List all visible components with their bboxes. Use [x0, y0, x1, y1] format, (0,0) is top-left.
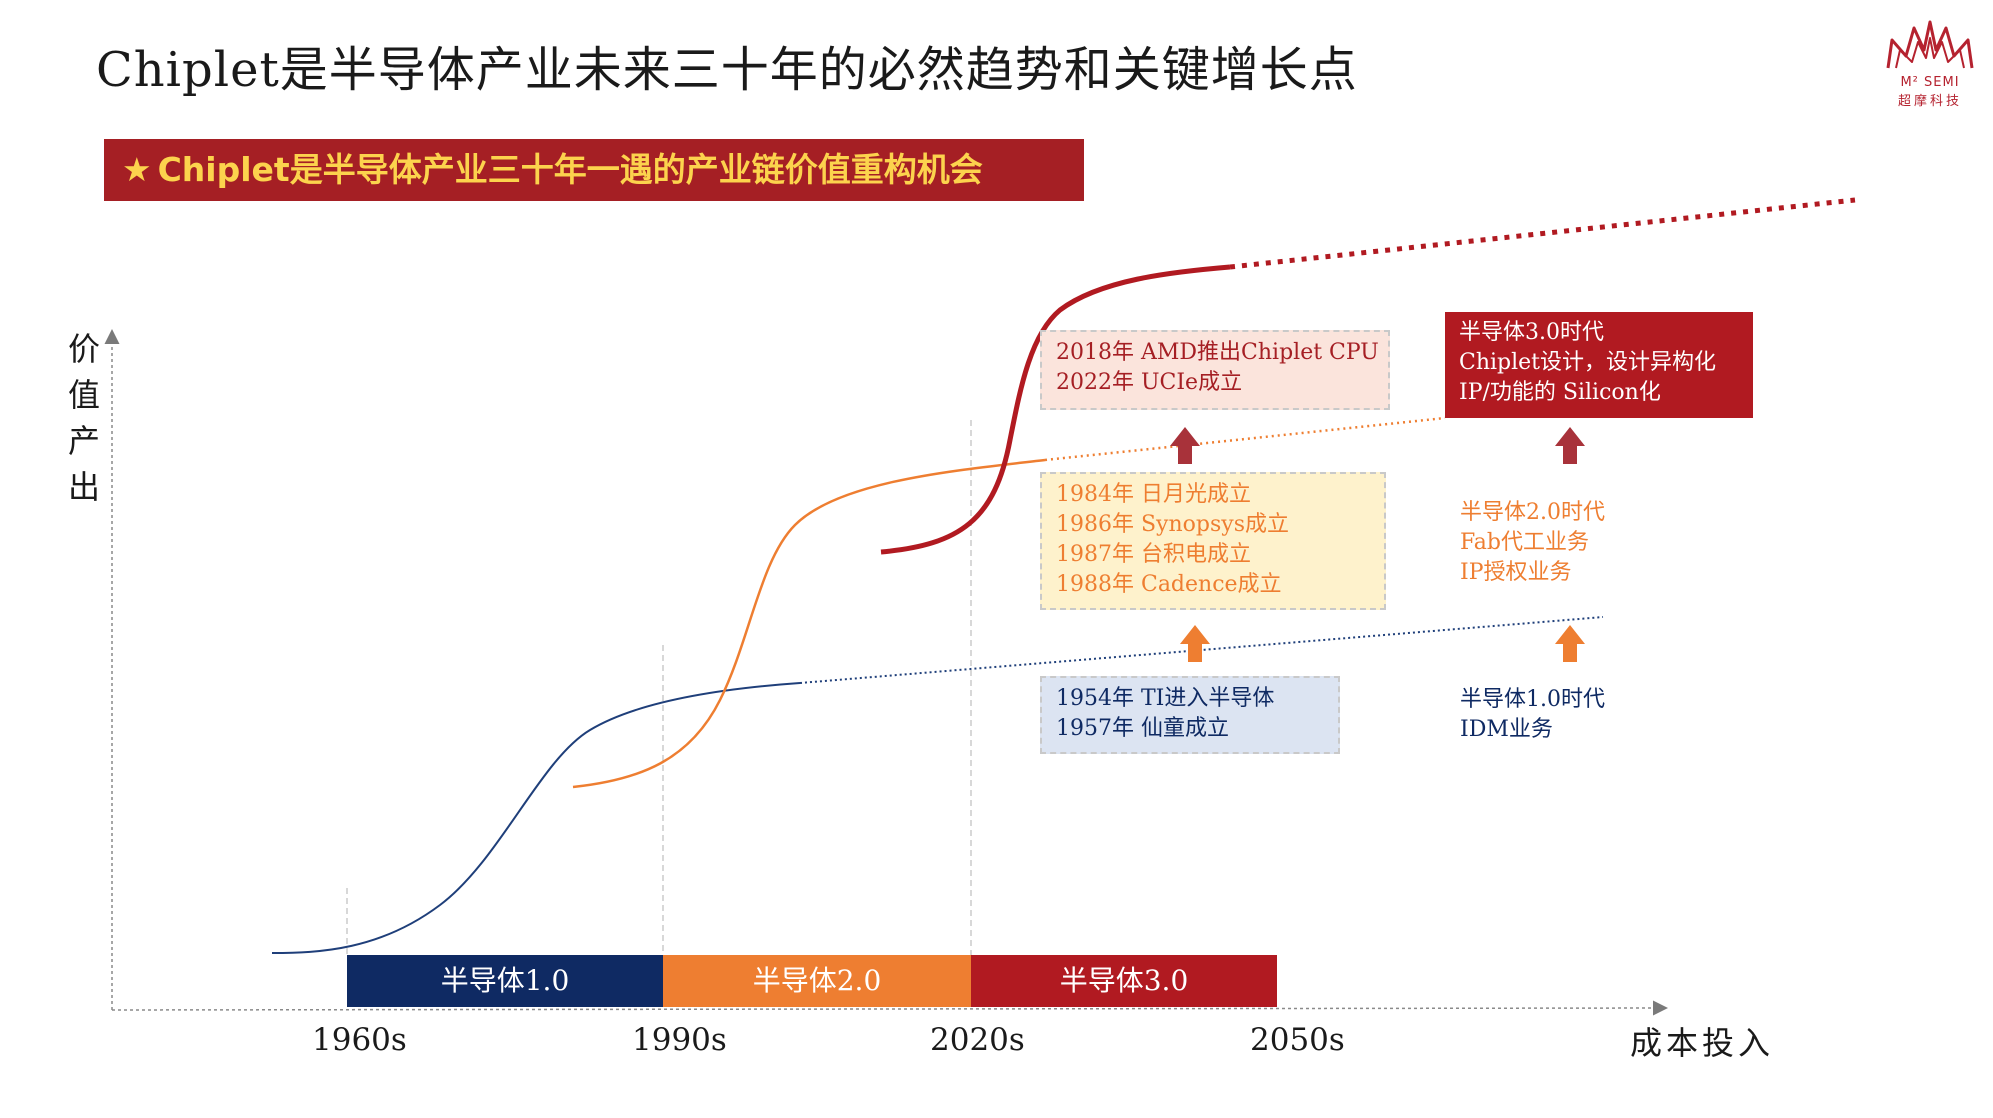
y-axis-label-char: 出: [67, 468, 100, 506]
era2-description: 半导体2.0时代 Fab代工业务 IP授权业务: [1460, 498, 1605, 588]
era-bar-2: 半导体2.0: [663, 955, 971, 1007]
tick-label-2050s: 2050s: [1250, 1022, 1345, 1058]
milestone-item: 1954年 TI进入半导体: [1056, 686, 1275, 711]
logo-brand: M² SEMI: [1900, 75, 1960, 90]
arrow-up-icon: [1170, 427, 1200, 464]
era-description-line: IP/功能的 Silicon化: [1459, 380, 1661, 405]
logo-brand-cn: 超摩科技: [1897, 94, 1962, 109]
milestones-era1: 1954年 TI进入半导体 1957年 仙童成立: [1040, 676, 1340, 754]
milestone-item: 2022年 UCIe成立: [1056, 370, 1243, 395]
milestone-item: 1957年 仙童成立: [1056, 716, 1229, 741]
arrow-up-icon: [1180, 625, 1210, 662]
era-description-line: Fab代工业务: [1460, 530, 1589, 555]
era-description-line: 半导体1.0时代: [1460, 687, 1605, 712]
arrow-up-icon: [1555, 625, 1585, 662]
curve-era3: [880, 264, 1231, 555]
milestones-era2: 1984年 日月光成立 1986年 Synopsys成立 1987年 台积电成立…: [1040, 472, 1386, 610]
curve-era1: [271, 682, 801, 954]
curve-era2: [572, 458, 1046, 789]
headline-banner: ★ Chiplet是半导体产业三十年一遇的产业链价值重构机会: [104, 139, 1084, 201]
y-axis-label-char: 值: [67, 376, 100, 414]
x-axis-label: 成本投入: [1630, 1024, 1775, 1062]
era-description-line: IDM业务: [1460, 717, 1553, 742]
era-description-line: 半导体3.0时代: [1459, 320, 1604, 345]
curve-era3-projection: [1229, 197, 1856, 270]
milestone-item: 1988年 Cadence成立: [1056, 572, 1282, 597]
tick-label-1960s: 1960s: [312, 1022, 407, 1058]
tick-label-2020s: 2020s: [930, 1022, 1025, 1058]
era3-description: 半导体3.0时代 Chiplet设计，设计异构化 IP/功能的 Silicon化: [1445, 312, 1753, 418]
era-bar-3: 半导体3.0: [971, 955, 1277, 1007]
curve-era2-projection: [1044, 416, 1446, 462]
banner-text: Chiplet是半导体产业三十年一遇的产业链价值重构机会: [157, 150, 983, 189]
company-logo: M² SEMI 超摩科技: [1880, 18, 1980, 118]
era1-description: 半导体1.0时代 IDM业务: [1460, 685, 1605, 745]
milestones-era3: 2018年 AMD推出Chiplet CPU 2022年 UCIe成立: [1040, 330, 1390, 410]
milestone-item: 2018年 AMD推出Chiplet CPU: [1056, 340, 1379, 365]
milestone-item: 1987年 台积电成立: [1056, 542, 1251, 567]
tick-label-1990s: 1990s: [632, 1022, 727, 1058]
era-description-line: 半导体2.0时代: [1460, 500, 1605, 525]
page-title: Chiplet是半导体产业未来三十年的必然趋势和关键增长点: [96, 42, 1358, 98]
milestone-item: 1984年 日月光成立: [1056, 482, 1251, 507]
x-axis: [111, 1000, 1668, 1016]
y-axis-label-char: 价: [67, 330, 100, 368]
era-description-line: IP授权业务: [1460, 560, 1572, 585]
star-icon: ★: [122, 150, 152, 189]
era-description-line: Chiplet设计，设计异构化: [1459, 350, 1717, 375]
y-axis-label: 价 值 产 出: [64, 326, 104, 510]
arrow-up-icon: [1555, 427, 1585, 464]
y-axis-label-char: 产: [67, 422, 100, 460]
curve-era1-projection: [799, 616, 1604, 684]
crown-icon: [1886, 20, 1974, 69]
era-bar-1: 半导体1.0: [347, 955, 663, 1007]
milestone-item: 1986年 Synopsys成立: [1056, 512, 1289, 537]
